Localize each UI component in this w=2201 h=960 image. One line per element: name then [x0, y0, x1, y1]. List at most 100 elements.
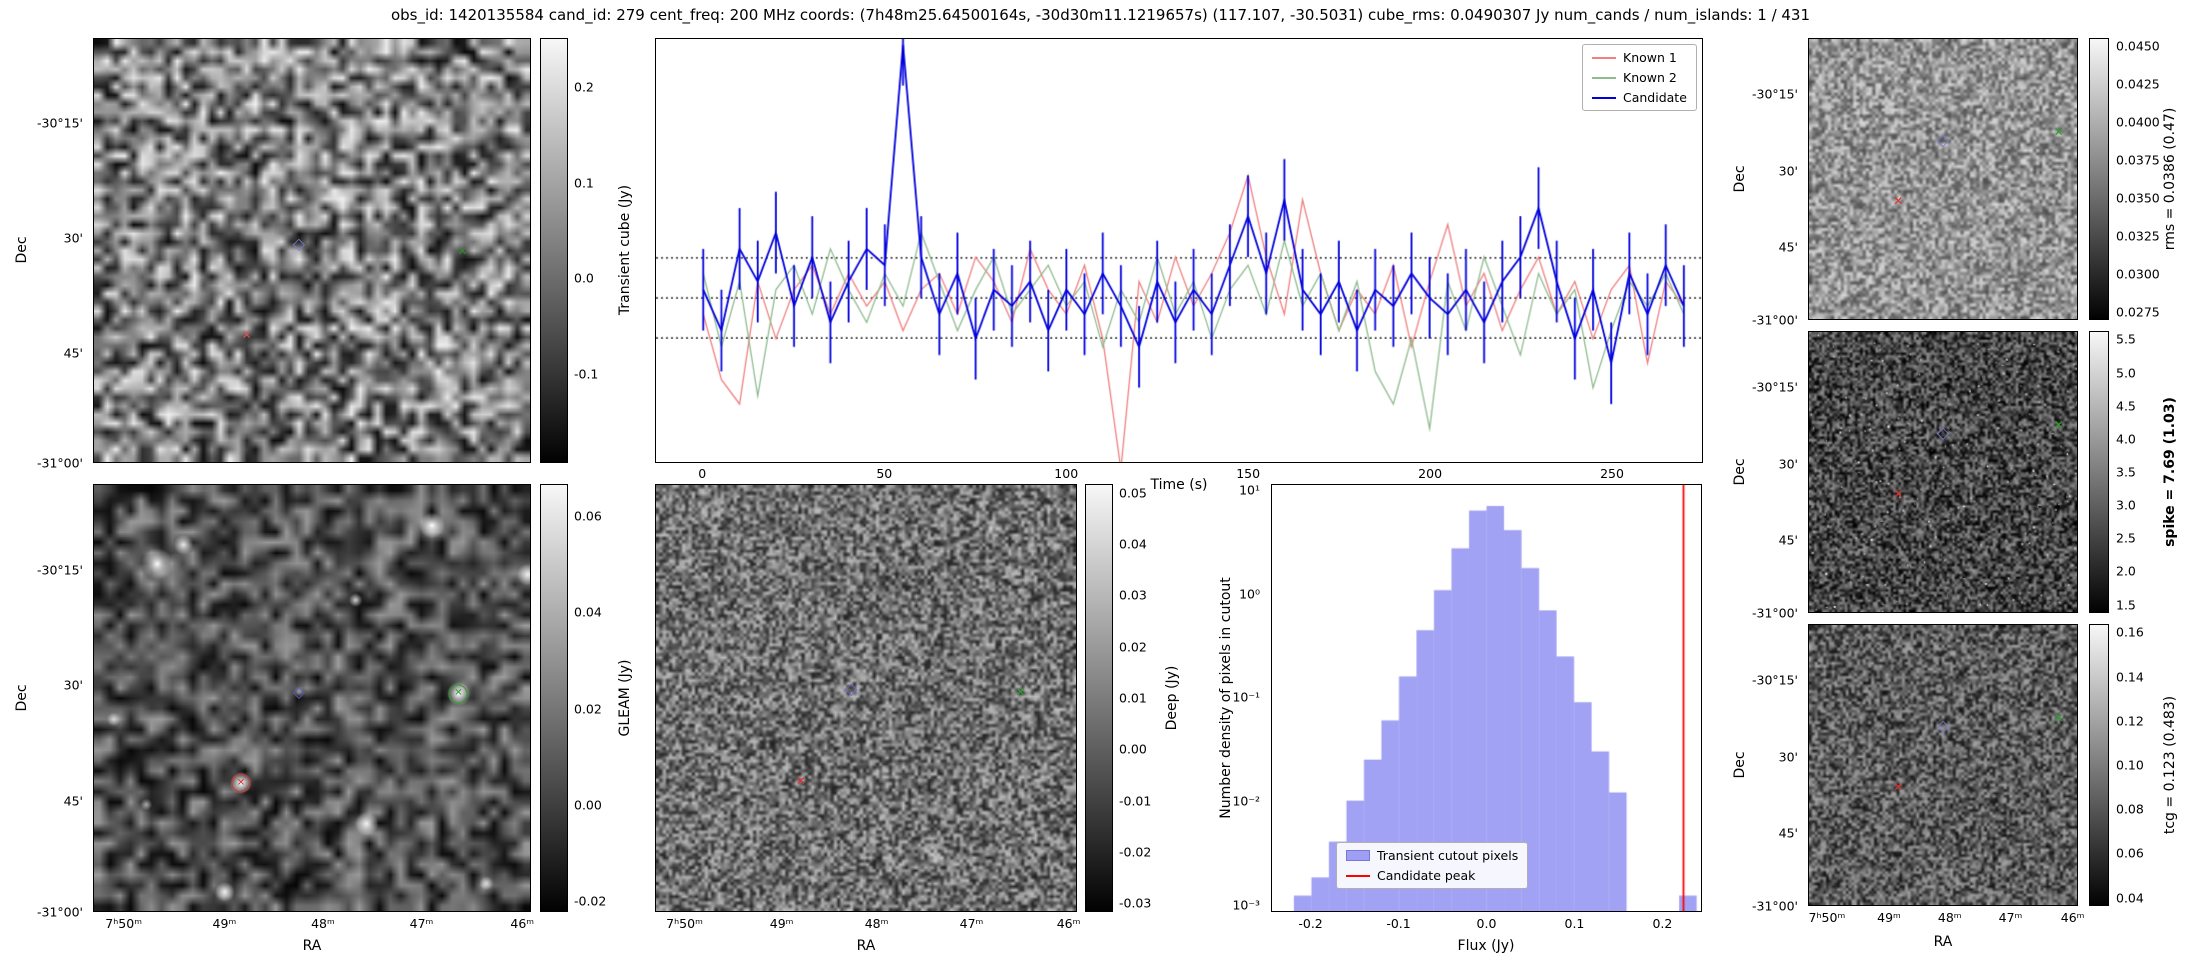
- legend-entry-candidate: Candidate: [1592, 90, 1687, 105]
- tick-label: 7ʰ50ᵐ: [1808, 910, 1846, 925]
- tick-label: -31°00': [36, 455, 83, 471]
- rms-marker-layer: ◇ ✕ ✕: [1809, 39, 2077, 319]
- x-marker: ✕: [1893, 193, 1904, 208]
- tick-label: 47ᵐ: [959, 916, 984, 931]
- tick-label: 0.10: [2116, 757, 2144, 773]
- tick-label: -0.03: [1119, 895, 1152, 911]
- rms-colorbar: [2089, 38, 2109, 320]
- tick-label: -30°15': [36, 115, 83, 131]
- transient-cube-panel: ◇ ✕ ✕: [93, 38, 531, 463]
- histogram-plot: [1272, 485, 1701, 911]
- tick-label: 10⁻²: [1232, 793, 1260, 809]
- tick-label: 10⁻³: [1232, 897, 1260, 913]
- spike-colorbar-ticks: 5.5 5.0 4.5 4.0 3.5 3.0 2.5 2.0 1.5: [2112, 331, 2162, 613]
- lightcurve-legend: Known 1 Known 2 Candidate: [1582, 44, 1697, 111]
- rms-panel: ◇ ✕ ✕: [1808, 38, 2078, 320]
- tick-label: -0.2: [1298, 916, 1323, 931]
- tick-label: -31°00': [36, 904, 83, 920]
- x-marker: ✕: [2053, 125, 2064, 140]
- tick-label: 250: [1600, 466, 1624, 481]
- tick-label: -30°15': [1751, 86, 1798, 102]
- legend-label-candidate: Candidate: [1623, 90, 1687, 105]
- legend-label-known1: Known 1: [1623, 50, 1677, 65]
- tick-label: 46ᵐ: [510, 916, 535, 931]
- tick-label: 45': [1778, 825, 1798, 841]
- deep-colorbar-ticks: 0.05 0.04 0.03 0.02 0.01 0.00 -0.01 -0.02 -0.03: [1115, 484, 1163, 912]
- lightcurve-panel: [655, 38, 1703, 463]
- tick-label: 50: [876, 466, 893, 481]
- tick-label: 49ᵐ: [769, 916, 794, 931]
- legend-entry-cutout-pixels: Transient cutout pixels: [1346, 848, 1518, 863]
- tick-label: 0.04: [2116, 890, 2144, 906]
- tcg-colorbar-ticks: 0.16 0.14 0.12 0.10 0.08 0.06 0.04: [2112, 624, 2162, 906]
- gleam-colorbar-label: GLEAM (Jy): [617, 659, 633, 737]
- tick-label: 2.0: [2116, 563, 2136, 579]
- gleam-colorbar-ticks: 0.06 0.04 0.02 0.00 -0.02: [570, 484, 616, 912]
- spike-dec-ticks: -30°15' 30' 45' -31°00': [1750, 331, 1804, 621]
- tick-label: 0.0275: [2116, 304, 2160, 320]
- tick-label: 3.0: [2116, 497, 2136, 513]
- tick-label: 30': [1778, 456, 1798, 472]
- histogram-legend: Transient cutout pixels Candidate peak: [1336, 842, 1529, 889]
- tick-label: 0.04: [574, 604, 602, 620]
- histogram-xticks: -0.2 -0.1 0.0 0.1 0.2: [1271, 914, 1702, 931]
- tick-label: 0.0350: [2116, 190, 2160, 206]
- tick-label: 0.0325: [2116, 228, 2160, 244]
- transient-colorbar-ticks: 0.2 0.1 0.0 -0.1: [570, 38, 616, 463]
- tick-label: 30': [1778, 749, 1798, 765]
- transient-ylabel: Dec: [14, 236, 30, 264]
- tick-label: 0.06: [574, 508, 602, 524]
- tick-label: 30': [63, 677, 83, 693]
- tcg-ylabel: Dec: [1732, 751, 1748, 779]
- rms-dec-ticks: -30°15' 30' 45' -31°00': [1750, 38, 1804, 328]
- tcg-marker-layer: ◇ ✕ ✕: [1809, 625, 2077, 905]
- tick-label: 7ʰ50ᵐ: [666, 916, 703, 931]
- tick-label: 4.0: [2116, 431, 2136, 447]
- tcg-ra-ticks: 7ʰ50ᵐ 49ᵐ 48ᵐ 47ᵐ 46ᵐ: [1808, 908, 2085, 925]
- legend-entry-known2: Known 2: [1592, 70, 1687, 85]
- deep-colorbar: [1085, 484, 1113, 912]
- tick-label: -30°15': [1751, 379, 1798, 395]
- tick-label: 3.5: [2116, 464, 2136, 480]
- tick-label: 46ᵐ: [1056, 916, 1081, 931]
- deep-panel: ◇ ✕ ✕: [655, 484, 1077, 912]
- gleam-dec-ticks: -30°15' 30' 45' -31°00': [37, 484, 89, 919]
- legend-entry-known1: Known 1: [1592, 50, 1687, 65]
- x-marker: ✕: [2053, 418, 2064, 433]
- tick-label: 10¹: [1239, 482, 1260, 498]
- tick-label: 49ᵐ: [212, 916, 237, 931]
- spike-marker-layer: ◇ ✕ ✕: [1809, 332, 2077, 612]
- histogram-panel: [1271, 484, 1702, 912]
- x-marker: ✕: [241, 328, 252, 343]
- tick-label: 150: [1236, 466, 1261, 481]
- tick-label: 0.06: [2116, 845, 2144, 861]
- tick-label: -30°15': [1751, 672, 1798, 688]
- tick-label: 0.0425: [2116, 76, 2160, 92]
- tick-label: 7ʰ50ᵐ: [105, 916, 143, 931]
- candidate-peak-swatch: [1346, 874, 1370, 877]
- tcg-xlabel: RA: [1933, 934, 1953, 950]
- spike-image: [1809, 332, 2077, 612]
- tick-label: 0.01: [1119, 690, 1147, 706]
- tick-label: 0.0: [1476, 916, 1497, 931]
- tick-label: -0.1: [1386, 916, 1411, 931]
- lightcurve-xlabel: Time (s): [1150, 477, 1208, 493]
- tcg-colorbar-label: tcg = 0.123 (0.483): [2162, 695, 2178, 835]
- known2-line-swatch: [1592, 76, 1616, 79]
- tick-label: 48ᵐ: [864, 916, 889, 931]
- tick-label: 0.08: [2116, 801, 2144, 817]
- diamond-marker: ◇: [1936, 129, 1950, 149]
- legend-label-cutout-pixels: Transient cutout pixels: [1377, 848, 1519, 863]
- tick-label: -0.01: [1119, 793, 1152, 809]
- tick-label: 0.0450: [2116, 38, 2160, 54]
- tick-label: 0.0: [574, 270, 594, 286]
- tick-label: 0.0375: [2116, 152, 2160, 168]
- tick-label: 0.05: [1119, 485, 1147, 501]
- diamond-marker: ◇: [292, 681, 306, 701]
- transient-cube-image: [94, 39, 530, 462]
- tick-label: 45': [63, 345, 83, 360]
- tick-label: 100: [1054, 466, 1079, 481]
- transient-dec-ticks: -30°15' 30' 45' -31°00': [36, 38, 89, 471]
- tick-label: 47ᵐ: [1998, 910, 2023, 925]
- spike-colorbar-label: spike = 7.69 (1.03): [2162, 397, 2178, 547]
